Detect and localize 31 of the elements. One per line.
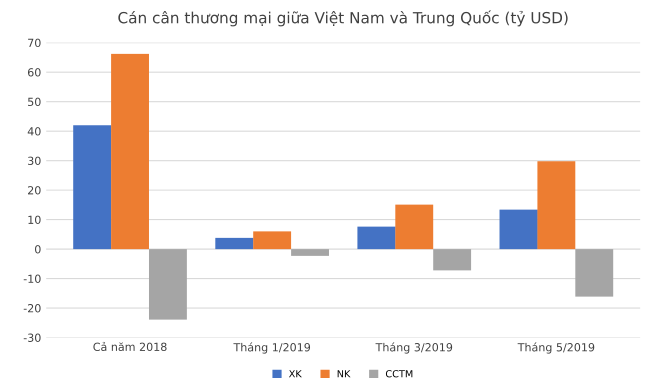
y-tick-label: 30: [28, 156, 41, 166]
y-tick-label: -30: [24, 334, 41, 342]
bar: [148, 249, 187, 320]
y-tick-label: 60: [28, 68, 41, 77]
x-tick-label: Tháng 3/2019: [376, 342, 452, 354]
bar: [111, 54, 149, 250]
bar: [73, 125, 112, 250]
x-tick-label: Tháng 5/2019: [518, 342, 594, 354]
x-tick-label: Tháng 1/2019: [233, 342, 310, 354]
y-tick-label: 10: [28, 216, 41, 224]
bar: [500, 210, 538, 250]
y-tick-label: 70: [28, 38, 41, 48]
bar: [291, 249, 329, 256]
y-tick-label: -10: [24, 274, 41, 283]
bar: [575, 249, 614, 297]
legend-label: XK: [288, 370, 302, 378]
y-tick-label: 20: [28, 186, 41, 194]
bar: [357, 226, 396, 250]
bar: [395, 204, 434, 250]
bar: [215, 238, 254, 250]
x-tick-label: Cả năm 2018: [93, 342, 167, 352]
legend-label: NK: [338, 370, 351, 378]
y-tick-label: 40: [28, 127, 41, 136]
bar: [253, 231, 292, 250]
y-tick-label: 50: [28, 98, 41, 106]
bar: [433, 249, 472, 270]
legend-label: CCTM: [386, 370, 412, 378]
y-tick-label: -20: [24, 304, 41, 312]
chart-title: Cán cân thương mại giữa Việt Nam và Trung Quốc (tỷ USD): [118, 10, 568, 26]
bar: [537, 161, 576, 250]
y-tick-label: 0: [35, 245, 41, 254]
